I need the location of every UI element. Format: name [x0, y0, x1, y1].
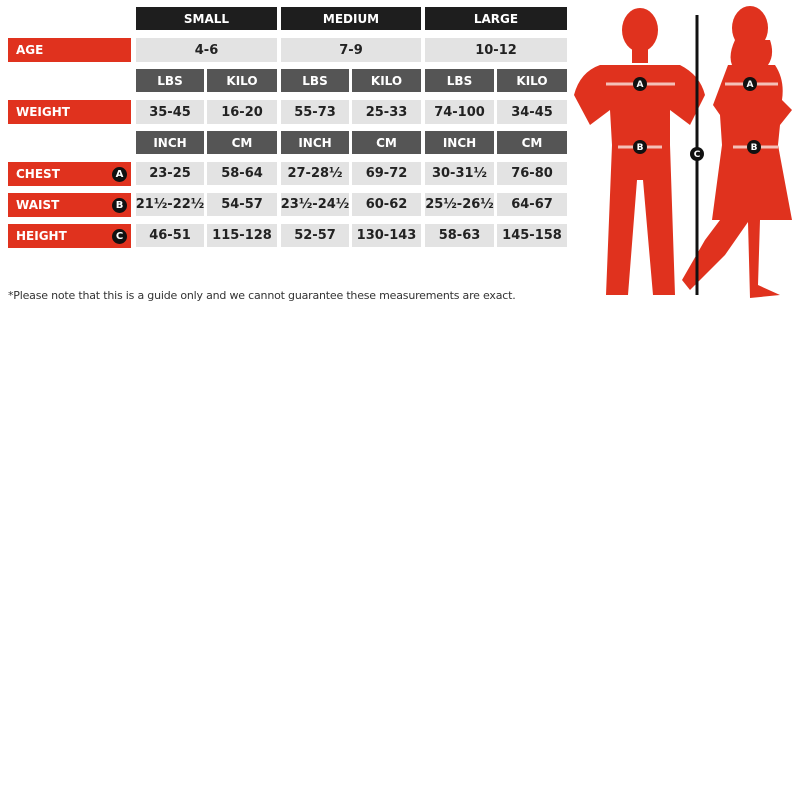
chest-cell: 76-80 [497, 162, 567, 185]
weight-unit-header: KILO [207, 69, 277, 92]
height-label: HEIGHT C [8, 224, 131, 248]
chest-label: CHEST A [8, 162, 131, 186]
waist-cell: 25½-26½ [425, 193, 494, 216]
marker-b-boy: B [637, 143, 644, 153]
weight-cell: 74-100 [425, 100, 494, 124]
size-header: MEDIUM [281, 7, 421, 30]
weight-unit-header: LBS [136, 69, 204, 92]
waist-cell: 21½-22½ [136, 193, 204, 216]
weight-unit-header: LBS [425, 69, 494, 92]
row-label: WAIST [16, 198, 60, 212]
weight-cell: 34-45 [497, 100, 567, 124]
measurement-figure: A B A B C [574, 6, 792, 298]
height-cell: 46-51 [136, 224, 204, 247]
height-cell: 58-63 [425, 224, 494, 247]
length-unit-header: INCH [136, 131, 204, 154]
girl-silhouette [682, 6, 792, 298]
weight-cell: 55-73 [281, 100, 349, 124]
waist-cell: 54-57 [207, 193, 277, 216]
age-label: AGE [8, 38, 131, 62]
marker-badge: C [112, 228, 127, 244]
boy-silhouette [574, 8, 705, 295]
marker-badge: A [112, 166, 127, 182]
marker-b-girl: B [751, 143, 758, 153]
length-unit-header: INCH [281, 131, 349, 154]
disclaimer-note: *Please note that this is a guide only a… [8, 289, 516, 302]
waist-cell: 64-67 [497, 193, 567, 216]
marker-c: C [694, 150, 701, 160]
chest-cell: 30-31½ [425, 162, 494, 185]
weight-cell: 16-20 [207, 100, 277, 124]
height-cell: 52-57 [281, 224, 349, 247]
length-unit-header: CM [207, 131, 277, 154]
chest-cell: 69-72 [352, 162, 421, 185]
size-header: LARGE [425, 7, 567, 30]
chest-cell: 58-64 [207, 162, 277, 185]
weight-unit-header: LBS [281, 69, 349, 92]
row-label: AGE [16, 43, 44, 57]
row-label: HEIGHT [16, 229, 67, 243]
height-cell: 145-158 [497, 224, 567, 247]
size-header: SMALL [136, 7, 277, 30]
row-label: WEIGHT [16, 105, 70, 119]
chest-cell: 23-25 [136, 162, 204, 185]
height-cell: 130-143 [352, 224, 421, 247]
waist-label: WAIST B [8, 193, 131, 217]
marker-a-girl: A [747, 80, 754, 90]
length-unit-header: INCH [425, 131, 494, 154]
length-unit-header: CM [497, 131, 567, 154]
weight-label: WEIGHT [8, 100, 131, 124]
age-cell: 10-12 [425, 38, 567, 62]
weight-cell: 25-33 [352, 100, 421, 124]
waist-cell: 23½-24½ [281, 193, 349, 216]
weight-unit-header: KILO [497, 69, 567, 92]
waist-cell: 60-62 [352, 193, 421, 216]
marker-a-boy: A [637, 80, 644, 90]
height-cell: 115-128 [207, 224, 277, 247]
marker-badge: B [112, 197, 127, 213]
weight-cell: 35-45 [136, 100, 204, 124]
row-label: CHEST [16, 167, 60, 181]
chest-cell: 27-28½ [281, 162, 349, 185]
length-unit-header: CM [352, 131, 421, 154]
weight-unit-header: KILO [352, 69, 421, 92]
age-cell: 4-6 [136, 38, 277, 62]
age-cell: 7-9 [281, 38, 421, 62]
